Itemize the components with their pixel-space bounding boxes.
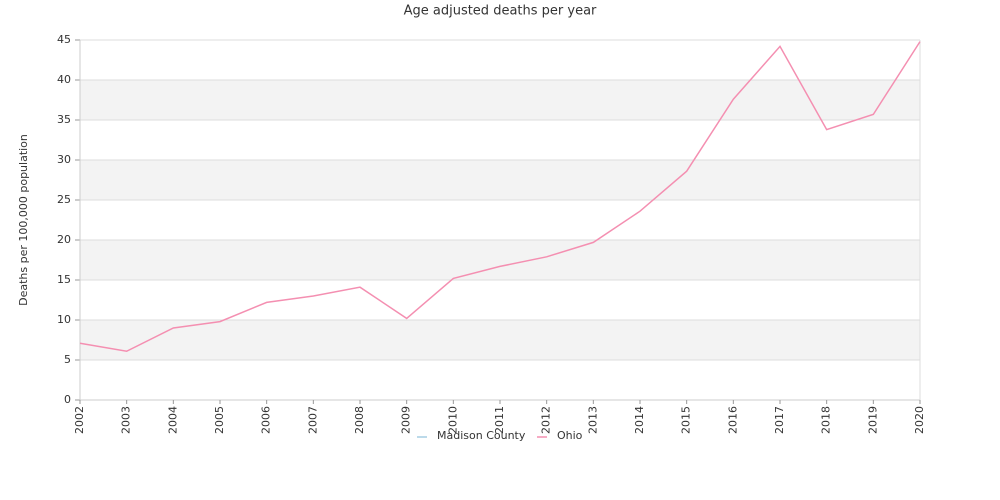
x-tick-label: 2003 xyxy=(120,406,133,434)
x-tick-label: 2009 xyxy=(400,406,413,434)
y-tick-label: 5 xyxy=(64,353,71,366)
x-tick-label: 2005 xyxy=(213,406,226,434)
x-tick-label: 2008 xyxy=(353,406,366,434)
legend-label: Madison County xyxy=(437,429,526,442)
x-tick-label: 2006 xyxy=(260,406,273,434)
x-tick-label: 2019 xyxy=(866,406,879,434)
y-tick-label: 45 xyxy=(57,33,71,46)
y-tick-label: 35 xyxy=(57,113,71,126)
x-tick-label: 2011 xyxy=(493,406,506,434)
x-tick-label: 2018 xyxy=(820,406,833,434)
x-tick-label: 2002 xyxy=(73,406,86,434)
x-tick-label: 2012 xyxy=(540,406,553,434)
x-tick-label: 2004 xyxy=(166,406,179,434)
x-tick-label: 2013 xyxy=(586,406,599,434)
legend-label: Ohio xyxy=(557,429,583,442)
y-tick-label: 20 xyxy=(57,233,71,246)
y-tick-label: 0 xyxy=(64,393,71,406)
y-tick-label: 15 xyxy=(57,273,71,286)
y-tick-label: 40 xyxy=(57,73,71,86)
x-tick-label: 2015 xyxy=(680,406,693,434)
grid-band xyxy=(80,160,920,200)
chart-title: Age adjusted deaths per year xyxy=(404,4,597,19)
grid-band xyxy=(80,320,920,360)
y-tick-label: 25 xyxy=(57,193,71,206)
y-tick-label: 30 xyxy=(57,153,71,166)
x-tick-label: 2020 xyxy=(913,406,926,434)
grid-band xyxy=(80,240,920,280)
x-tick-label: 2007 xyxy=(306,406,319,434)
grid-band xyxy=(80,80,920,120)
series-line xyxy=(79,41,921,352)
x-tick-label: 2017 xyxy=(773,406,786,434)
y-tick-label: 10 xyxy=(57,313,71,326)
x-tick-label: 2010 xyxy=(446,406,459,434)
y-axis-label: Deaths per 100,000 population xyxy=(17,134,30,306)
x-tick-label: 2016 xyxy=(726,406,739,434)
bands xyxy=(80,80,920,360)
x-tick-label: 2014 xyxy=(633,406,646,434)
